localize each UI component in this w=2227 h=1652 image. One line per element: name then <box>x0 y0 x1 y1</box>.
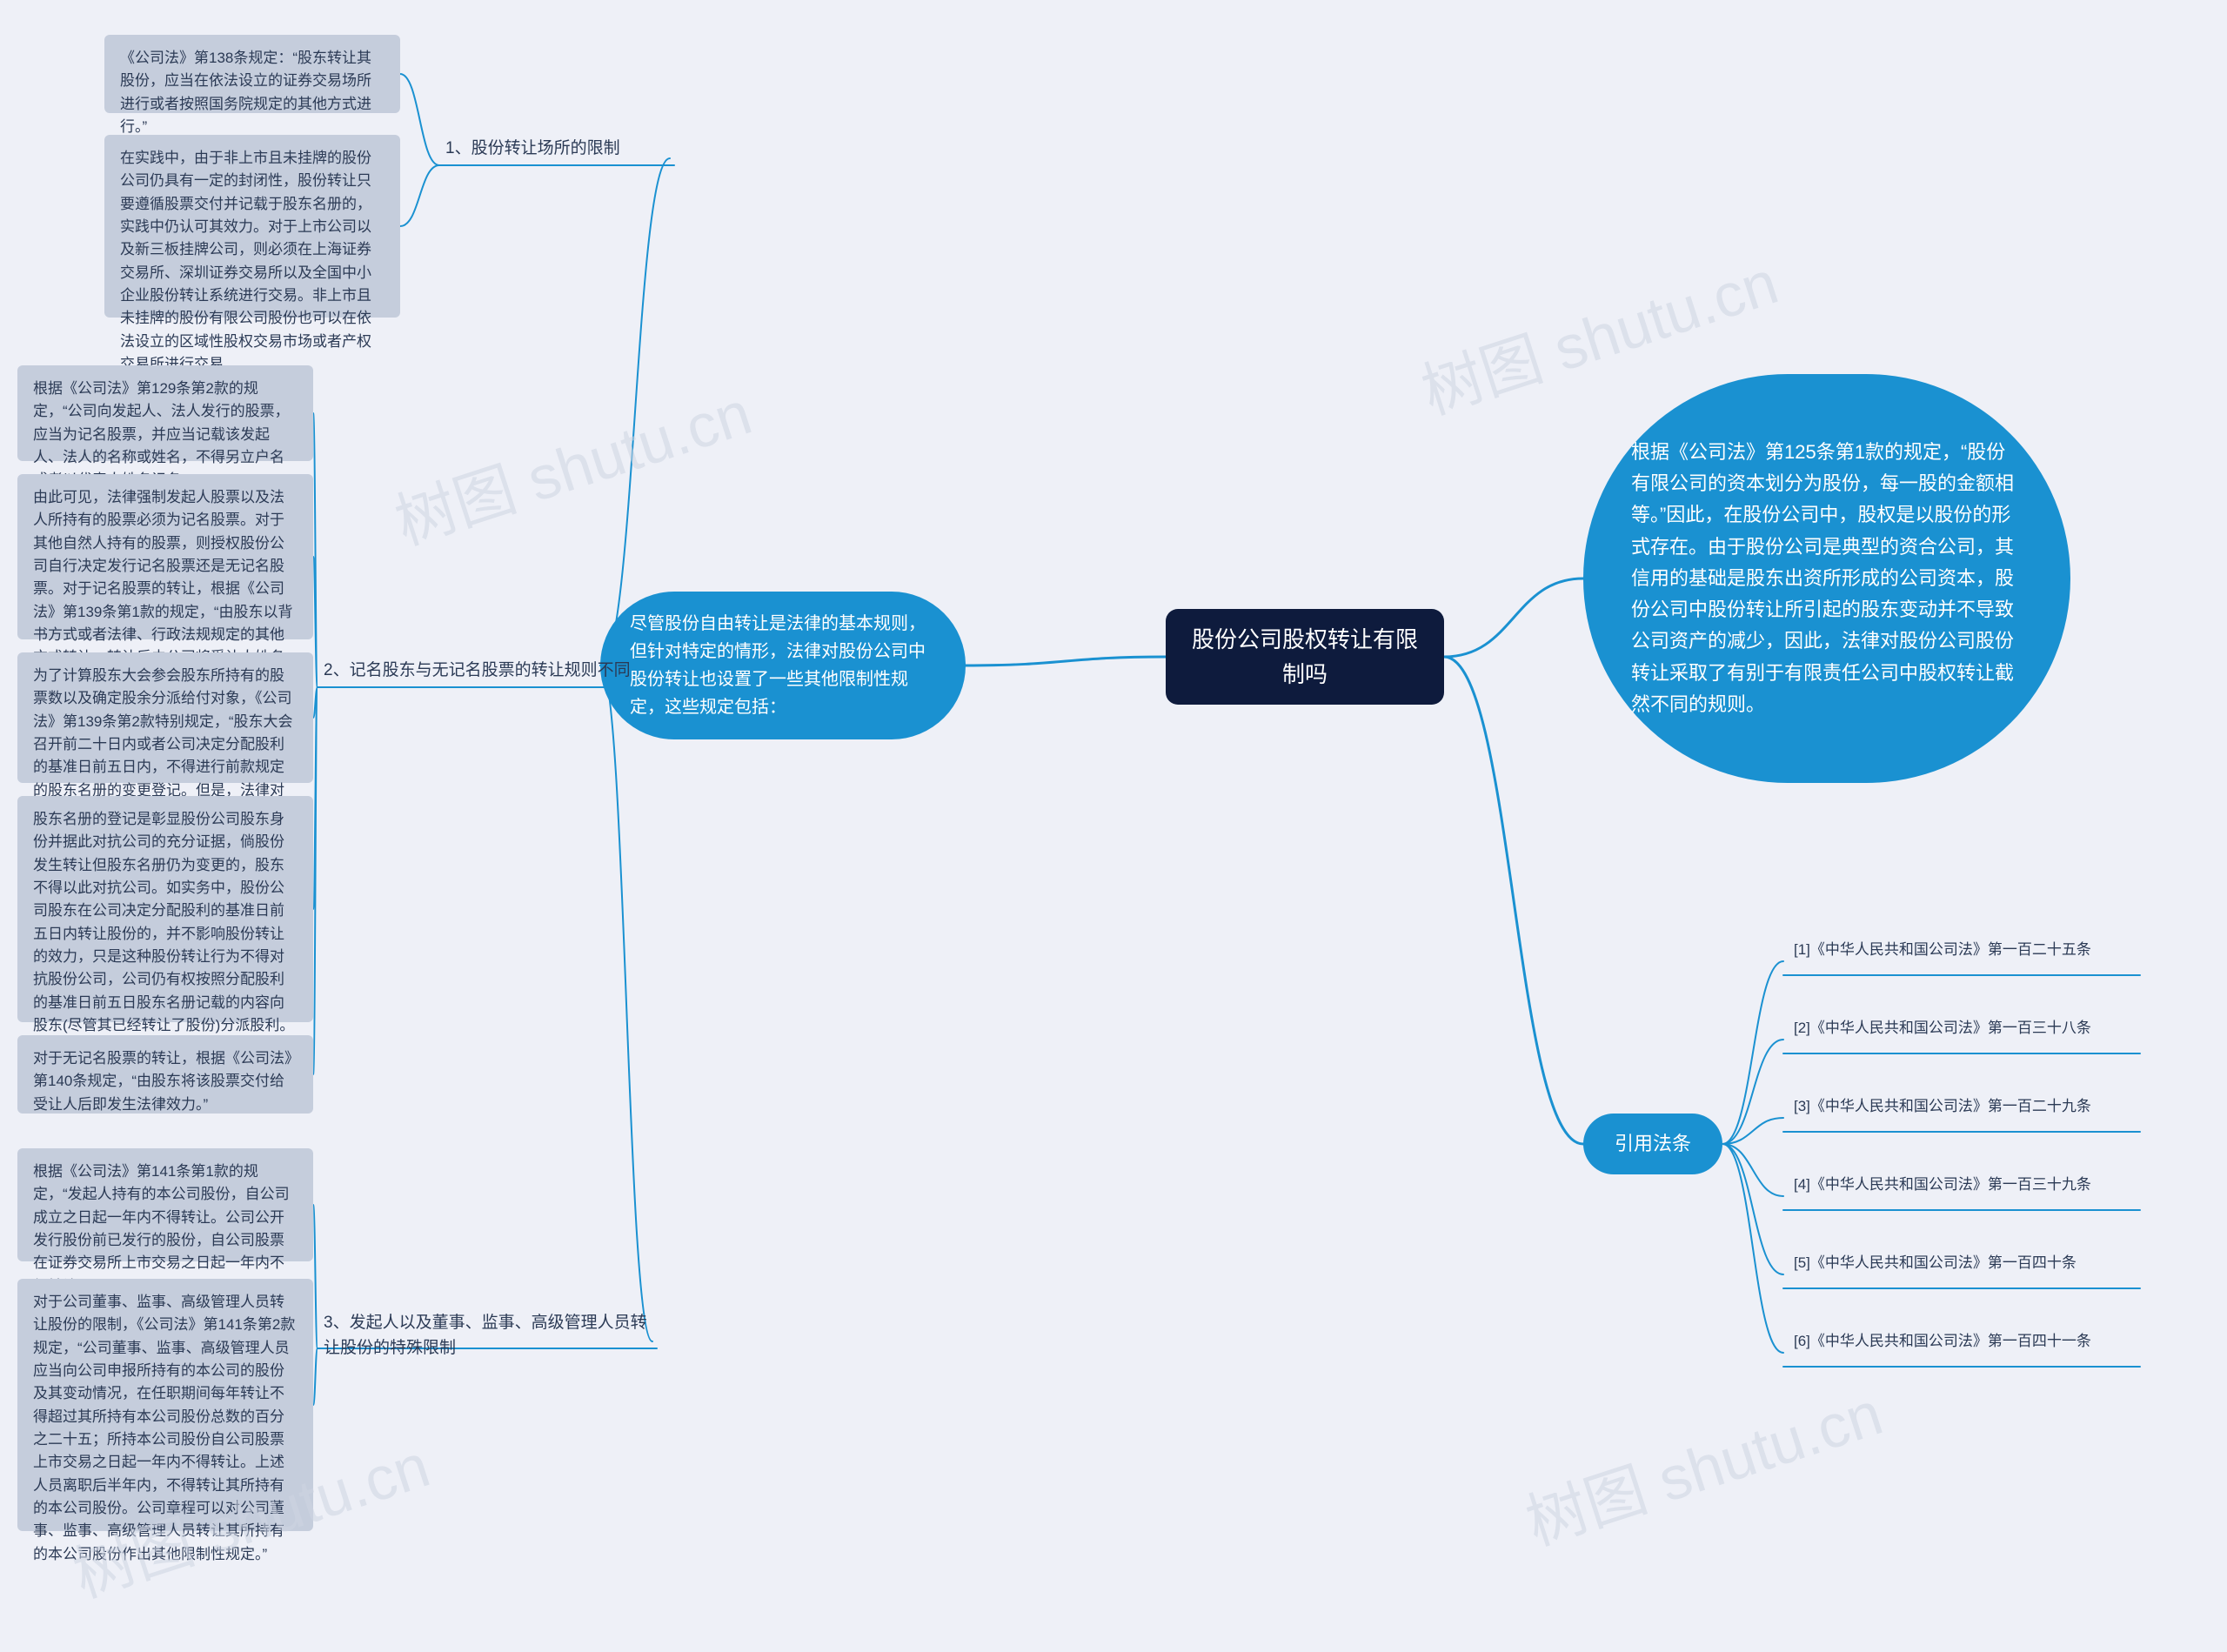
reference-item: [2]《中华人民共和国公司法》第一百三十八条 <box>1792 1013 2157 1043</box>
reference-item: [6]《中华人民共和国公司法》第一百四十一条 <box>1792 1327 2157 1356</box>
leaf-node: 为了计算股东大会参会股东所持有的股票数以及确定股余分派给付对象，《公司法》第13… <box>17 652 313 783</box>
leaf-node: 根据《公司法》第141条第1款的规定，“发起人持有的本公司股份，自公司成立之日起… <box>17 1148 313 1261</box>
leaf-node: 根据《公司法》第129条第2款的规定，“公司向发起人、法人发行的股票，应当为记名… <box>17 365 313 461</box>
reference-item: [1]《中华人民共和国公司法》第一百二十五条 <box>1792 935 2157 965</box>
leaf-node: 对于公司董事、监事、高级管理人员转让股份的限制，《公司法》第141条第2款规定，… <box>17 1279 313 1531</box>
leaf-node: 对于无记名股票的转让，根据《公司法》第140条规定，“由股东将该股票交付给受让人… <box>17 1035 313 1114</box>
left-main-node: 尽管股份自由转让是法律的基本规则，但针对特定的情形，法律对股份公司中股份转让也设… <box>600 592 966 739</box>
reference-item: [3]《中华人民共和国公司法》第一百二十九条 <box>1792 1092 2157 1121</box>
ref-title-node: 引用法条 <box>1583 1114 1722 1174</box>
right-main-node: 根据《公司法》第125条第1款的规定，“股份有限公司的资本划分为股份，每一股的金… <box>1583 374 2070 783</box>
branch-label: 1、股份转让场所的限制 <box>444 130 670 165</box>
leaf-node: 在实践中，由于非上市且未挂牌的股份公司仍具有一定的封闭性，股份转让只要遵循股票交… <box>104 135 400 318</box>
leaf-node: 股东名册的登记是彰显股份公司股东身份并据此对抗公司的充分证据，倘股份发生转让但股… <box>17 796 313 1022</box>
leaf-node: 《公司法》第138条规定：“股东转让其股份，应当在依法设立的证券交易场所进行或者… <box>104 35 400 113</box>
watermark: 树图 shutu.cn <box>1514 1365 1892 1562</box>
watermark: 树图 shutu.cn <box>383 365 761 562</box>
branch-label: 3、发起人以及董事、监事、高级管理人员转让股份的特殊限制 <box>322 1305 652 1357</box>
leaf-node: 由此可见，法律强制发起人股票以及法人所持有的股票必须为记名股票。对于其他自然人持… <box>17 474 313 639</box>
branch-label: 2、记名股东与无记名股票的转让规则不同 <box>322 652 652 687</box>
center-node: 股份公司股权转让有限制吗 <box>1166 609 1444 705</box>
reference-item: [4]《中华人民共和国公司法》第一百三十九条 <box>1792 1170 2157 1200</box>
reference-item: [5]《中华人民共和国公司法》第一百四十条 <box>1792 1248 2157 1278</box>
